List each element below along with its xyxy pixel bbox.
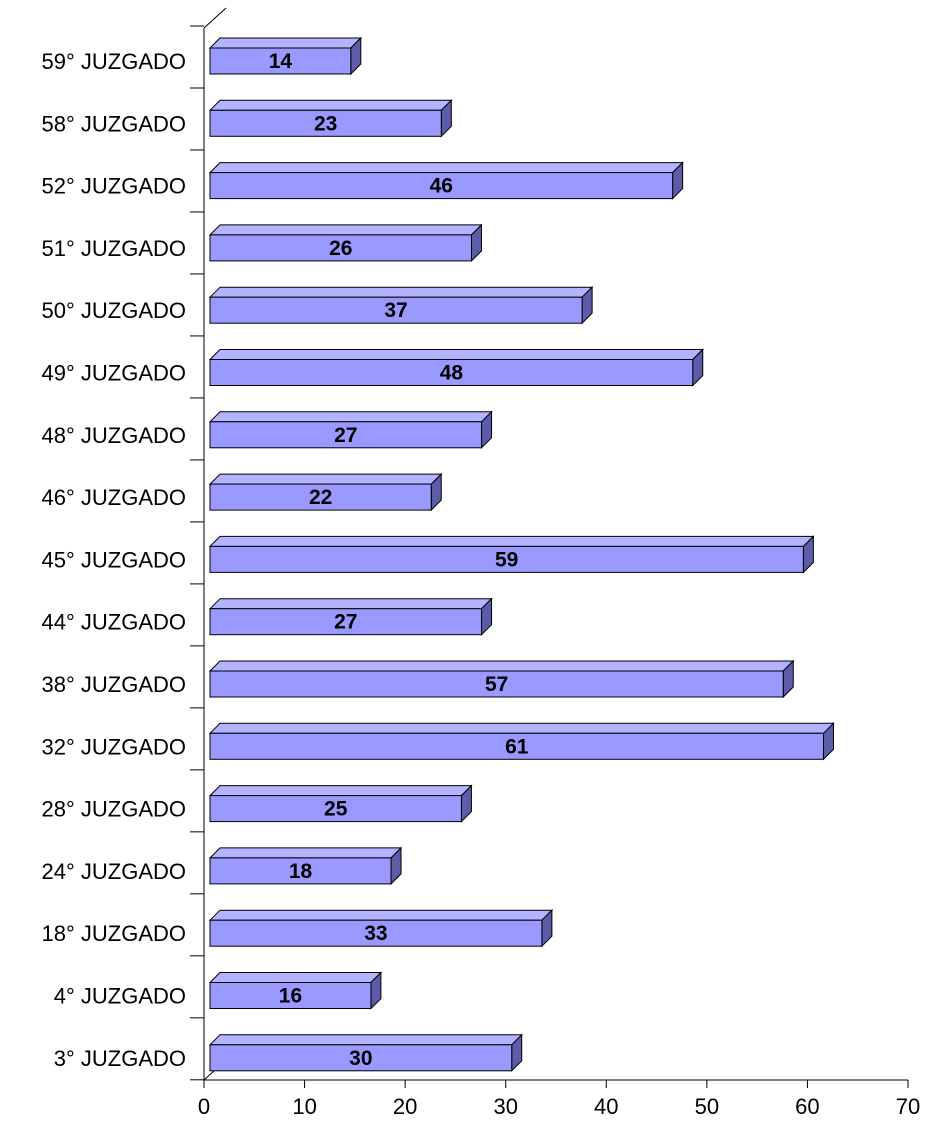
data-label: 27 bbox=[334, 611, 357, 634]
category-labels: 14 59° JUZGADO 23 58° JUZGADO 46 52° JUZGADO 2… bbox=[42, 49, 529, 1071]
bar-front-face bbox=[209, 545, 804, 573]
bar-top-face bbox=[208, 411, 493, 423]
data-label: 57 bbox=[485, 673, 508, 696]
bar bbox=[208, 659, 795, 699]
bar bbox=[208, 722, 835, 761]
x-tick-label: 0 bbox=[198, 1094, 210, 1119]
bar-top-face bbox=[208, 286, 594, 298]
category-label: 48° JUZGADO bbox=[42, 423, 187, 448]
category-label: 28° JUZGADO bbox=[42, 797, 187, 822]
category-label: 4° JUZGADO bbox=[54, 984, 186, 1009]
bars-group bbox=[208, 36, 835, 1073]
data-label: 22 bbox=[309, 486, 332, 509]
bar bbox=[208, 784, 473, 823]
category-label: 45° JUZGADO bbox=[42, 547, 187, 572]
bar-front-face bbox=[209, 1044, 513, 1072]
bar-top-face bbox=[208, 660, 795, 672]
bar-top-face bbox=[208, 224, 483, 236]
x-tick-label: 20 bbox=[393, 1094, 417, 1119]
x-tick-label: 70 bbox=[896, 1094, 920, 1119]
data-label: 48 bbox=[440, 362, 464, 385]
x-tick-label: 30 bbox=[493, 1094, 517, 1119]
data-label: 59 bbox=[495, 548, 518, 571]
bar-top-face bbox=[208, 785, 473, 797]
bar bbox=[208, 971, 383, 1010]
bar bbox=[208, 535, 815, 574]
category-label: 46° JUZGADO bbox=[42, 485, 187, 510]
bar bbox=[208, 36, 363, 76]
category-label: 49° JUZGADO bbox=[42, 361, 187, 386]
bar bbox=[208, 846, 403, 886]
data-label: 46 bbox=[430, 175, 453, 198]
bar-top-face bbox=[208, 722, 835, 734]
category-label: 32° JUZGADO bbox=[42, 734, 187, 759]
bar bbox=[208, 410, 493, 450]
category-label: 3° JUZGADO bbox=[54, 1046, 186, 1071]
bar-front-face bbox=[209, 296, 583, 324]
category-label: 44° JUZGADO bbox=[42, 610, 187, 635]
bar bbox=[208, 472, 443, 512]
category-label: 58° JUZGADO bbox=[42, 111, 187, 136]
bar-top-face bbox=[208, 99, 453, 111]
bar bbox=[208, 285, 594, 325]
data-label: 18 bbox=[289, 860, 313, 883]
bar-front-face bbox=[209, 608, 483, 636]
x-tick-label: 60 bbox=[795, 1094, 819, 1119]
y-axis-depth-line bbox=[203, 7, 227, 29]
bar-front-face bbox=[209, 919, 543, 947]
bar-front-face bbox=[209, 172, 674, 200]
bar-front-face bbox=[209, 795, 462, 823]
data-label: 26 bbox=[329, 237, 352, 260]
bar bbox=[208, 597, 493, 636]
data-label: 33 bbox=[364, 922, 387, 945]
data-label: 30 bbox=[349, 1047, 372, 1070]
data-label: 37 bbox=[384, 299, 407, 322]
x-tick-label: 50 bbox=[695, 1094, 719, 1119]
bar bbox=[208, 348, 704, 387]
bar-front-face bbox=[209, 857, 392, 885]
bar-top-face bbox=[208, 847, 403, 859]
category-label: 18° JUZGADO bbox=[42, 921, 187, 946]
bar-top-face bbox=[208, 162, 684, 174]
bar-top-face bbox=[208, 1034, 523, 1046]
x-tick-label: 10 bbox=[292, 1094, 316, 1119]
category-label: 59° JUZGADO bbox=[42, 49, 187, 74]
bar-front-face bbox=[209, 982, 372, 1009]
category-label: 38° JUZGADO bbox=[42, 672, 187, 697]
data-label: 61 bbox=[505, 735, 529, 758]
bar-top-face bbox=[208, 972, 383, 983]
data-label: 27 bbox=[334, 424, 357, 447]
bar-top-face bbox=[208, 909, 554, 921]
bar bbox=[208, 223, 483, 263]
category-label: 24° JUZGADO bbox=[42, 859, 187, 884]
bar-top-face bbox=[208, 535, 815, 547]
category-label: 51° JUZGADO bbox=[42, 236, 187, 261]
bar-front-face bbox=[209, 359, 694, 386]
bar-top-face bbox=[208, 598, 493, 610]
bar-front-face bbox=[209, 47, 352, 75]
category-label: 52° JUZGADO bbox=[42, 174, 187, 199]
bar-front-face bbox=[209, 109, 442, 137]
bar-top-face bbox=[208, 37, 363, 49]
bar-front-face bbox=[209, 234, 472, 262]
bar-front-face bbox=[209, 483, 432, 511]
bar-front-face bbox=[209, 670, 784, 698]
bar bbox=[208, 1033, 523, 1073]
x-tick-labels: 0 10 20 30 40 50 60 70 bbox=[198, 1094, 920, 1119]
bar-top-face bbox=[208, 473, 443, 485]
x-tick-label: 40 bbox=[594, 1094, 618, 1119]
bar-front-face bbox=[209, 732, 824, 760]
bar bbox=[208, 908, 554, 948]
bar bbox=[208, 99, 453, 138]
data-label: 23 bbox=[314, 112, 337, 135]
data-label: 25 bbox=[324, 798, 348, 821]
bar-top-face bbox=[208, 349, 704, 360]
bar bbox=[208, 161, 684, 200]
bar-front-face bbox=[209, 421, 483, 449]
data-label: 16 bbox=[279, 985, 302, 1008]
data-label: 14 bbox=[269, 50, 293, 73]
chart-axes bbox=[190, 7, 909, 1088]
category-label: 50° JUZGADO bbox=[42, 298, 187, 323]
